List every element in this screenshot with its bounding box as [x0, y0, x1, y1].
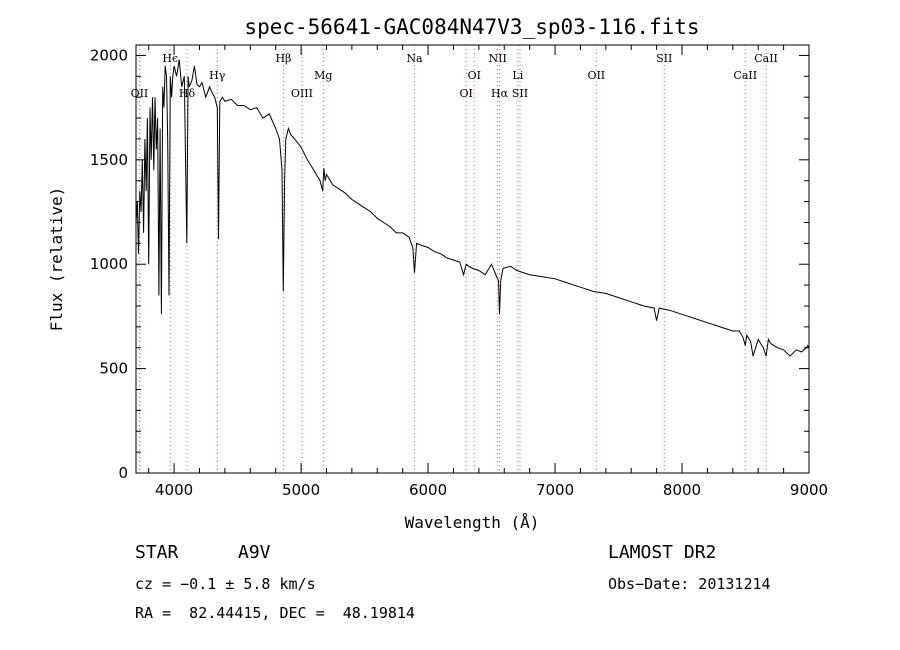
y-tick-label: 2000: [90, 46, 128, 64]
x-tick-label: 4000: [155, 481, 193, 499]
line-label: Hα: [491, 87, 509, 100]
chart-title: spec-56641-GAC084N47V3_sp03-116.fits: [244, 15, 699, 39]
line-label: Mg: [314, 69, 332, 82]
survey-name: LAMOST DR2: [608, 542, 717, 563]
axis-ticks: 4000 5000 6000 7000 8000 9000 0 500 1000 1500 2000: [90, 45, 828, 499]
x-tick-label: 9000: [790, 481, 828, 499]
line-label: SII: [656, 52, 672, 65]
y-tick-label: 1500: [90, 151, 128, 169]
velocity-readout: cz = −0.1 ± 5.8 km/s: [135, 575, 316, 593]
line-label: OII: [587, 69, 605, 82]
obs-date: Obs−Date: 20131214: [608, 575, 771, 593]
line-label: CaII: [733, 69, 757, 82]
line-label: Li: [512, 69, 523, 82]
y-tick-label: 1000: [90, 255, 128, 273]
y-tick-label: 500: [99, 360, 128, 378]
line-label: CaII: [754, 52, 778, 65]
line-label: OI: [459, 87, 472, 100]
object-subclass: A9V: [238, 542, 271, 563]
line-label: Hϵ: [162, 52, 178, 65]
line-label: OI: [468, 69, 481, 82]
plot-frame: [135, 44, 810, 474]
line-label: Hδ: [179, 87, 196, 100]
object-class: STAR: [135, 542, 179, 563]
line-label: Hγ: [209, 69, 226, 82]
x-tick-label: 8000: [663, 481, 701, 499]
x-tick-label: 5000: [282, 481, 320, 499]
line-label: Na: [406, 52, 423, 65]
coordinates: RA = 82.44415, DEC = 48.19814: [135, 604, 415, 622]
y-axis-label: Flux (relative): [47, 187, 66, 332]
y-tick-label: 0: [118, 464, 128, 482]
spectrum-line: [135, 59, 810, 357]
line-label: NII: [488, 52, 506, 65]
line-label: SII: [512, 87, 528, 100]
line-label: OIII: [291, 87, 313, 100]
x-axis-label: Wavelength (Å): [405, 513, 540, 532]
x-tick-label: 7000: [536, 481, 574, 499]
line-label: Hβ: [275, 52, 291, 65]
x-tick-label: 6000: [409, 481, 447, 499]
line-label: OII: [131, 87, 149, 100]
